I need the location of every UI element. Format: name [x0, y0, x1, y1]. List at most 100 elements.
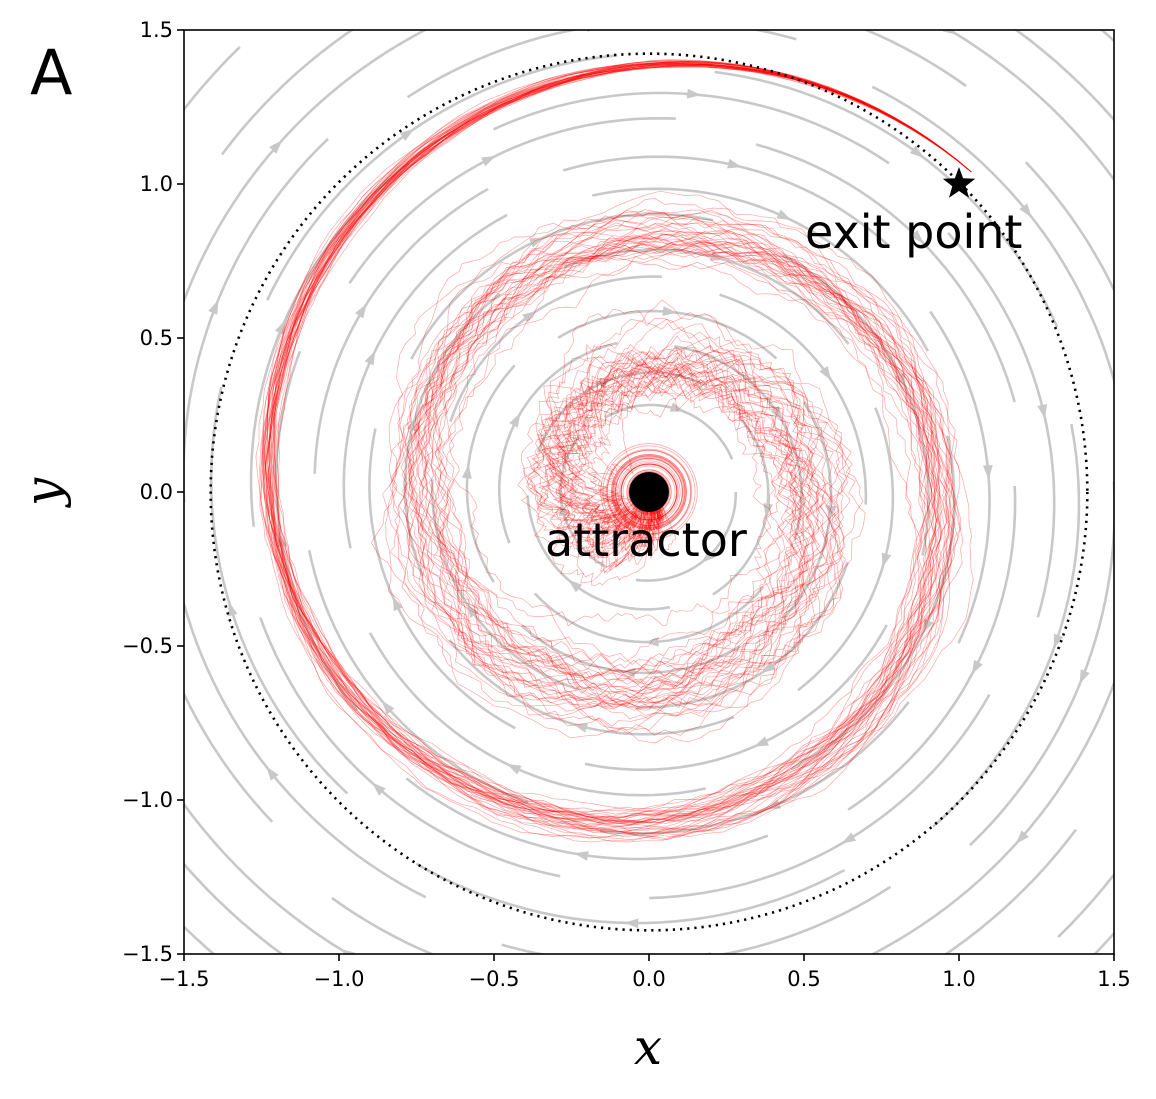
streamline-arrow [399, 129, 415, 141]
streamline-arrow [526, 982, 541, 992]
streamline-arrow [574, 851, 589, 861]
streamline-arrow [529, 237, 544, 248]
streamline-arrow [727, 158, 742, 169]
trajectory [267, 63, 972, 825]
trajectory [619, 462, 679, 522]
streamline-arrow [228, 601, 238, 617]
exit-point-label: exit point [805, 205, 1022, 259]
trajectory [266, 64, 972, 822]
trajectory [274, 66, 972, 821]
trajectory [626, 469, 672, 515]
y-tick-label: −0.5 [122, 634, 173, 658]
streamline-arrow [45, 243, 55, 258]
streamline [1147, 293, 1156, 751]
streamline-arrow [776, 209, 792, 221]
streamline [96, 232, 151, 690]
trajectory [262, 63, 972, 821]
trajectory [612, 455, 686, 529]
streamline-arrow [598, 378, 613, 389]
streamline-arrow [686, 88, 702, 99]
y-axis-label: y [14, 477, 72, 508]
trajectory [602, 445, 696, 539]
trajectory [620, 463, 678, 521]
trajectory [276, 65, 972, 815]
trajectory [263, 61, 972, 832]
y-tick-label: −1.0 [122, 788, 173, 812]
trajectory [273, 62, 972, 826]
streamline-arrow [758, 0, 773, 2]
trajectory [264, 65, 972, 813]
x-tick-label: −1.0 [314, 967, 365, 991]
streamline [946, 30, 1114, 182]
streamline-arrow [466, 603, 479, 618]
streamline-arrow [392, 596, 403, 612]
streamline-arrow [364, 350, 376, 366]
trajectory [611, 453, 688, 530]
streamline-arrow [881, 552, 892, 568]
streamline-arrow [754, 736, 769, 747]
streamline-arrow [942, 30, 958, 35]
trajectory [269, 60, 972, 838]
trajectory [263, 59, 972, 830]
streamline-arrow [506, 763, 522, 775]
x-tick-label: −0.5 [469, 967, 520, 991]
streamline-arrow [558, 501, 569, 517]
exit-point-marker [942, 167, 976, 198]
x-tick-label: 1.0 [942, 967, 975, 991]
streamline-arrow [568, 579, 583, 593]
streamline [317, 1053, 778, 1099]
streamline [220, 30, 355, 156]
trajectory [260, 62, 972, 823]
y-tick-label: −1.5 [122, 942, 173, 966]
trajectory [274, 63, 972, 835]
trajectory [264, 65, 972, 823]
streamline [863, 30, 967, 88]
trajectory [272, 60, 972, 814]
trajectory [271, 60, 972, 814]
streamline [184, 691, 274, 823]
trajectory [620, 463, 678, 521]
attractor-marker [629, 472, 669, 512]
streamline-arrow [522, 310, 537, 323]
streamline-arrow [982, 465, 993, 480]
streamline-arrow [715, 1076, 729, 1086]
streamline [184, 137, 329, 503]
streamline-arrow [1079, 669, 1090, 685]
trajectory [255, 62, 972, 839]
trajectory [617, 460, 681, 524]
boundary-circle [209, 52, 1089, 932]
streamline-arrow [895, 372, 906, 388]
trajectory [615, 458, 683, 526]
trajectory [270, 61, 972, 823]
streamline [184, 802, 352, 954]
trajectory [626, 469, 672, 515]
streamline-arrow [462, 464, 472, 479]
trajectory [261, 60, 972, 835]
trajectory [614, 457, 684, 527]
trajectory [267, 64, 972, 843]
x-axis-label: x [634, 1018, 662, 1076]
streamline-arrow [381, 700, 395, 715]
streamline-arrow [406, 416, 417, 432]
trajectory [620, 463, 678, 521]
streamline-arrow [390, 0, 405, 9]
streamline [501, 885, 892, 954]
streamline-arrow [710, 251, 725, 261]
trajectory [268, 63, 972, 825]
trajectory [272, 64, 972, 818]
trajectory [259, 64, 972, 843]
trajectory [263, 62, 972, 822]
trajectory [266, 61, 974, 841]
trajectory [271, 63, 972, 825]
streamline-arrow [573, 723, 588, 733]
streamline-arrow [372, 782, 386, 796]
trajectory [263, 64, 972, 822]
trajectories [255, 59, 974, 843]
trajectory [613, 456, 685, 528]
trajectory [622, 465, 676, 519]
streamline-arrow [1053, 633, 1064, 649]
trajectory [612, 454, 687, 529]
trajectory [611, 454, 687, 530]
